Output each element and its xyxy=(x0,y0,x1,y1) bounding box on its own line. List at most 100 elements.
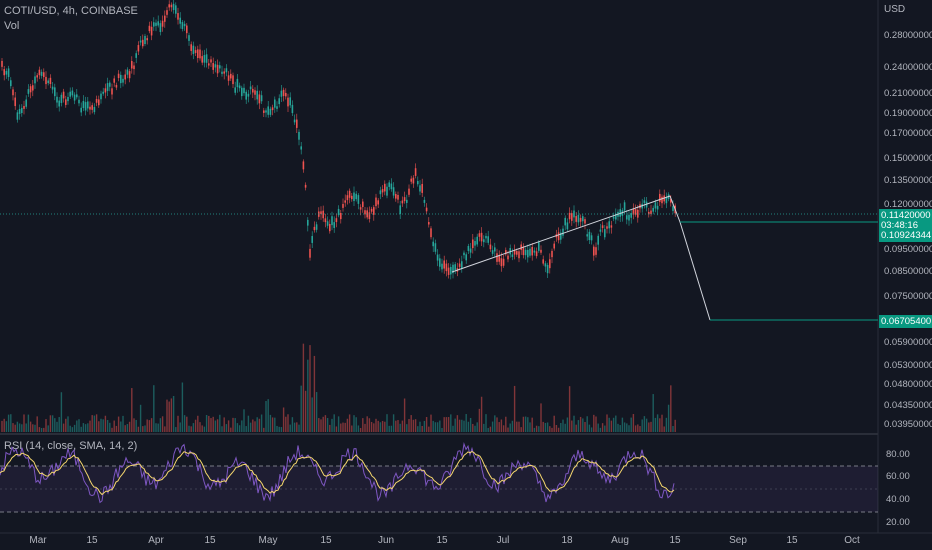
volume-bar xyxy=(304,390,307,432)
volume-bar xyxy=(467,421,470,432)
candle-body xyxy=(216,64,219,74)
candle-body xyxy=(408,188,410,195)
rsi-axis-label: 80.00 xyxy=(886,449,910,460)
candle-body xyxy=(225,68,228,73)
symbol-legend[interactable]: COTI/USD, 4h, COINBASE xyxy=(4,5,138,17)
volume-bar xyxy=(667,404,670,432)
candle-body xyxy=(469,248,472,253)
candle-body xyxy=(58,100,60,107)
candle-body xyxy=(500,258,503,267)
volume-bar xyxy=(665,417,668,432)
candle-body xyxy=(533,250,536,253)
candle-body xyxy=(102,91,104,94)
candle-body xyxy=(194,50,197,53)
candle-body xyxy=(542,259,544,264)
volume-bar xyxy=(452,425,454,432)
volume-bar xyxy=(434,422,437,432)
volume-bar xyxy=(315,392,318,432)
candle-body xyxy=(447,267,450,275)
candle-body xyxy=(221,71,223,74)
candle-body xyxy=(208,63,210,66)
candle-body xyxy=(21,107,23,113)
candle-body xyxy=(368,212,371,220)
volume-bar xyxy=(186,416,188,432)
volume-bar xyxy=(100,418,102,432)
candle-body xyxy=(71,90,74,96)
rsi-axis-label: 60.00 xyxy=(886,471,910,482)
volume-bar xyxy=(324,415,327,432)
volume-bar xyxy=(639,426,641,432)
volume-bar xyxy=(254,421,256,432)
candle-body xyxy=(419,185,421,192)
volume-bar xyxy=(557,427,560,432)
candle-body xyxy=(659,193,661,202)
volume-bar xyxy=(549,426,551,432)
volume-bar xyxy=(513,385,516,432)
candle-body xyxy=(322,210,324,219)
volume-bar xyxy=(450,414,452,432)
volume-bar xyxy=(113,420,115,432)
volume-bar xyxy=(623,422,626,432)
volume-bar xyxy=(491,421,494,432)
candle-body xyxy=(155,22,157,26)
volume-bar xyxy=(223,417,225,432)
candle-body xyxy=(285,92,287,97)
candle-body xyxy=(304,184,307,188)
volume-bar xyxy=(166,399,168,432)
countdown-tag: 03:48:16 xyxy=(879,219,932,232)
volume-bar xyxy=(102,419,104,432)
volume-bar xyxy=(531,417,533,432)
candle-body xyxy=(452,264,454,274)
volume-bar xyxy=(628,425,630,432)
volume-bar xyxy=(300,385,302,432)
candle-body xyxy=(597,235,599,245)
candle-body xyxy=(637,209,639,218)
candle-body xyxy=(95,99,98,103)
volume-bar xyxy=(524,416,527,432)
volume-bar xyxy=(32,424,34,432)
candle-body xyxy=(159,23,162,33)
candle-body xyxy=(329,224,331,232)
volume-bar xyxy=(573,415,575,432)
candle-body xyxy=(56,96,58,103)
candle-body xyxy=(557,232,560,241)
price-axis-label: 0.17000000 xyxy=(884,128,932,139)
candle-body xyxy=(626,215,628,220)
candle-body xyxy=(362,201,364,208)
volume-bar xyxy=(465,414,467,432)
candle-body xyxy=(197,49,199,58)
candle-body xyxy=(54,87,56,97)
candle-body xyxy=(373,207,375,215)
candle-body xyxy=(62,91,65,99)
price-axis-label: 0.12000000 xyxy=(884,199,932,210)
candle-body xyxy=(430,228,432,238)
volume-bar xyxy=(62,423,65,432)
candle-body xyxy=(436,254,439,261)
volume-bar xyxy=(472,423,474,432)
volume-bar xyxy=(164,426,166,432)
candle-body xyxy=(507,255,509,260)
candle-body xyxy=(538,242,540,251)
candle-body xyxy=(474,241,476,246)
candle-body xyxy=(498,254,500,262)
candle-body xyxy=(161,20,164,27)
volume-bar xyxy=(181,382,184,432)
candle-body xyxy=(260,95,263,102)
time-axis-label: May xyxy=(258,535,278,546)
candle-body xyxy=(359,207,362,210)
volume-bar xyxy=(571,420,573,432)
candle-body xyxy=(120,74,122,84)
candle-body xyxy=(302,161,305,170)
volume-bar xyxy=(260,414,263,432)
candle-body xyxy=(205,54,208,63)
rsi-legend[interactable]: RSI (14, close, SMA, 14, 2) xyxy=(4,440,138,452)
candle-body xyxy=(164,15,166,22)
volume-bar xyxy=(230,427,232,432)
price-axis-label: 0.07500000 xyxy=(884,291,932,302)
volume-legend[interactable]: Vol xyxy=(4,20,20,32)
volume-bar xyxy=(197,415,199,432)
volume-bar xyxy=(318,418,320,432)
candle-body xyxy=(551,250,553,258)
